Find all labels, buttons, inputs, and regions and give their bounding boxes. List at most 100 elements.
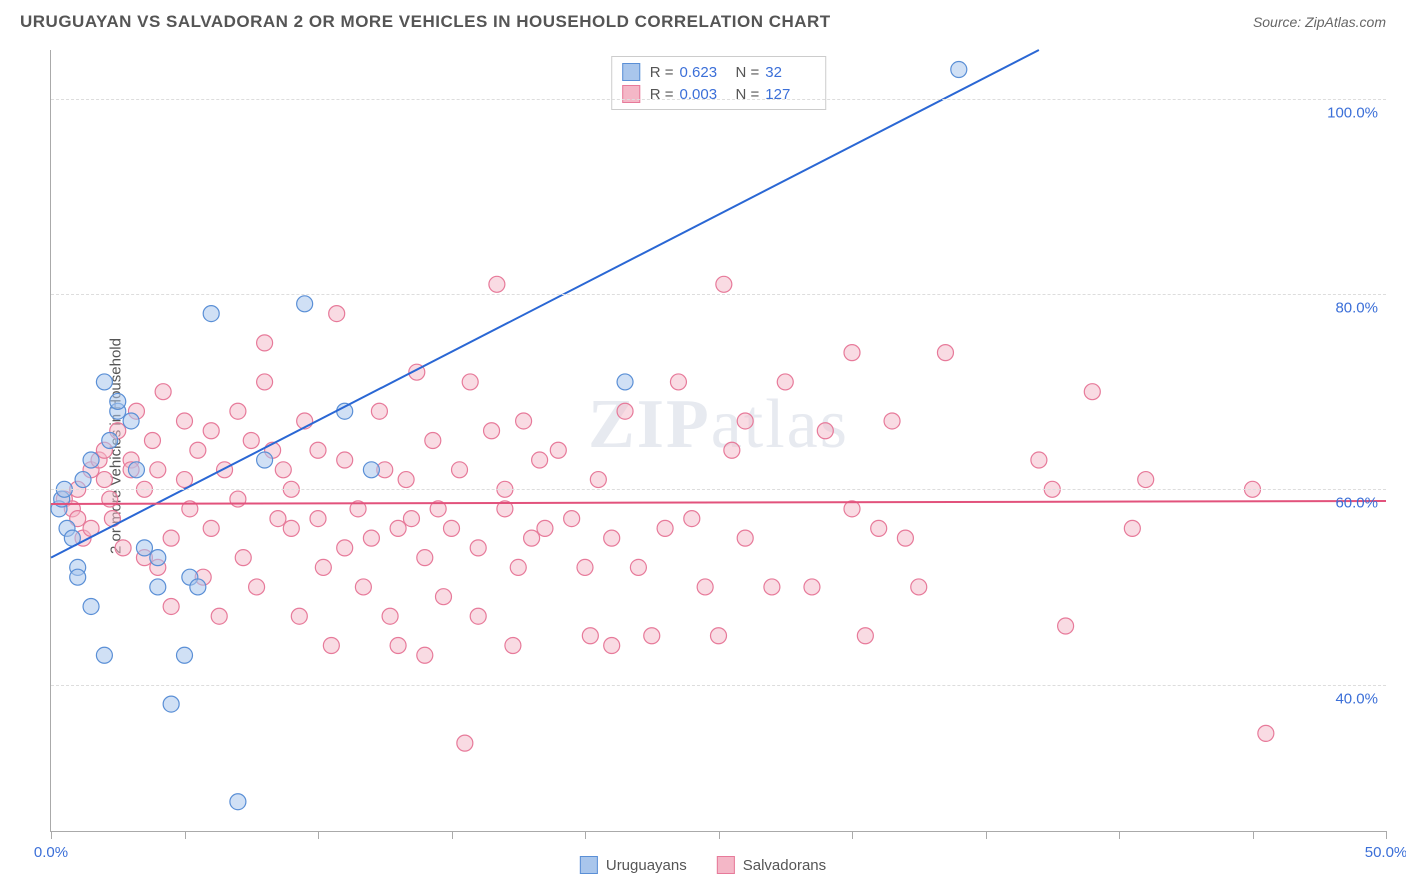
data-point bbox=[435, 589, 451, 605]
data-point bbox=[577, 559, 593, 575]
data-point bbox=[283, 520, 299, 536]
scatter-svg bbox=[51, 50, 1386, 831]
y-tick-label: 100.0% bbox=[1327, 104, 1378, 121]
gridline-h bbox=[51, 685, 1386, 686]
x-tick bbox=[1119, 831, 1120, 839]
data-point bbox=[230, 794, 246, 810]
data-point bbox=[804, 579, 820, 595]
x-tick bbox=[318, 831, 319, 839]
data-point bbox=[270, 511, 286, 527]
data-point bbox=[96, 472, 112, 488]
swatch-uruguayans-bottom bbox=[580, 856, 598, 874]
data-point bbox=[382, 608, 398, 624]
data-point bbox=[564, 511, 580, 527]
data-point bbox=[444, 520, 460, 536]
data-point bbox=[1124, 520, 1140, 536]
data-point bbox=[163, 696, 179, 712]
source-label: Source: bbox=[1253, 14, 1301, 30]
data-point bbox=[398, 472, 414, 488]
x-tick bbox=[51, 831, 52, 839]
x-tick-label: 50.0% bbox=[1365, 844, 1406, 861]
data-point bbox=[937, 345, 953, 361]
data-point bbox=[425, 433, 441, 449]
data-point bbox=[203, 423, 219, 439]
data-point bbox=[217, 462, 233, 478]
data-point bbox=[136, 540, 152, 556]
data-point bbox=[337, 452, 353, 468]
x-tick bbox=[852, 831, 853, 839]
source-value: ZipAtlas.com bbox=[1305, 14, 1386, 30]
data-point bbox=[644, 628, 660, 644]
legend-item-uruguayans: Uruguayans bbox=[580, 856, 687, 874]
data-point bbox=[177, 647, 193, 663]
data-point bbox=[203, 306, 219, 322]
data-point bbox=[150, 462, 166, 478]
data-point bbox=[96, 374, 112, 390]
data-point bbox=[163, 598, 179, 614]
trend-line bbox=[51, 501, 1386, 504]
chart-header: URUGUAYAN VS SALVADORAN 2 OR MORE VEHICL… bbox=[0, 0, 1406, 40]
data-point bbox=[951, 62, 967, 78]
data-point bbox=[323, 638, 339, 654]
data-point bbox=[155, 384, 171, 400]
data-point bbox=[177, 413, 193, 429]
data-point bbox=[211, 608, 227, 624]
data-point bbox=[724, 442, 740, 458]
data-point bbox=[102, 433, 118, 449]
data-point bbox=[524, 530, 540, 546]
legend-row-uruguayans: R = 0.623 N = 32 bbox=[622, 61, 816, 83]
data-point bbox=[249, 579, 265, 595]
r-value-salvadorans: 0.003 bbox=[680, 86, 730, 103]
series-legend: Uruguayans Salvadorans bbox=[580, 856, 826, 874]
gridline-h bbox=[51, 489, 1386, 490]
data-point bbox=[716, 276, 732, 292]
y-tick-label: 60.0% bbox=[1335, 495, 1378, 512]
data-point bbox=[315, 559, 331, 575]
data-point bbox=[630, 559, 646, 575]
data-point bbox=[1031, 452, 1047, 468]
x-tick bbox=[1386, 831, 1387, 839]
r-label: R = bbox=[650, 64, 674, 81]
data-point bbox=[582, 628, 598, 644]
data-point bbox=[697, 579, 713, 595]
data-point bbox=[243, 433, 259, 449]
data-point bbox=[310, 511, 326, 527]
data-point bbox=[670, 374, 686, 390]
data-point bbox=[275, 462, 291, 478]
data-point bbox=[764, 579, 780, 595]
data-point bbox=[844, 501, 860, 517]
data-point bbox=[590, 472, 606, 488]
trend-line bbox=[51, 50, 1039, 558]
x-tick bbox=[719, 831, 720, 839]
data-point bbox=[550, 442, 566, 458]
data-point bbox=[737, 530, 753, 546]
data-point bbox=[310, 442, 326, 458]
data-point bbox=[516, 413, 532, 429]
data-point bbox=[897, 530, 913, 546]
data-point bbox=[190, 442, 206, 458]
data-point bbox=[532, 452, 548, 468]
data-point bbox=[484, 423, 500, 439]
data-point bbox=[457, 735, 473, 751]
data-point bbox=[403, 511, 419, 527]
r-label: R = bbox=[650, 86, 674, 103]
x-tick-label: 0.0% bbox=[34, 844, 68, 861]
data-point bbox=[470, 608, 486, 624]
legend-row-salvadorans: R = 0.003 N = 127 bbox=[622, 83, 816, 105]
data-point bbox=[235, 550, 251, 566]
data-point bbox=[75, 472, 91, 488]
data-point bbox=[684, 511, 700, 527]
data-point bbox=[70, 569, 86, 585]
data-point bbox=[537, 520, 553, 536]
data-point bbox=[96, 647, 112, 663]
data-point bbox=[150, 579, 166, 595]
legend-label-uruguayans: Uruguayans bbox=[606, 857, 687, 874]
data-point bbox=[257, 374, 273, 390]
x-tick bbox=[585, 831, 586, 839]
data-point bbox=[230, 403, 246, 419]
data-point bbox=[1258, 725, 1274, 741]
data-point bbox=[711, 628, 727, 644]
data-point bbox=[144, 433, 160, 449]
data-point bbox=[604, 530, 620, 546]
data-point bbox=[1138, 472, 1154, 488]
